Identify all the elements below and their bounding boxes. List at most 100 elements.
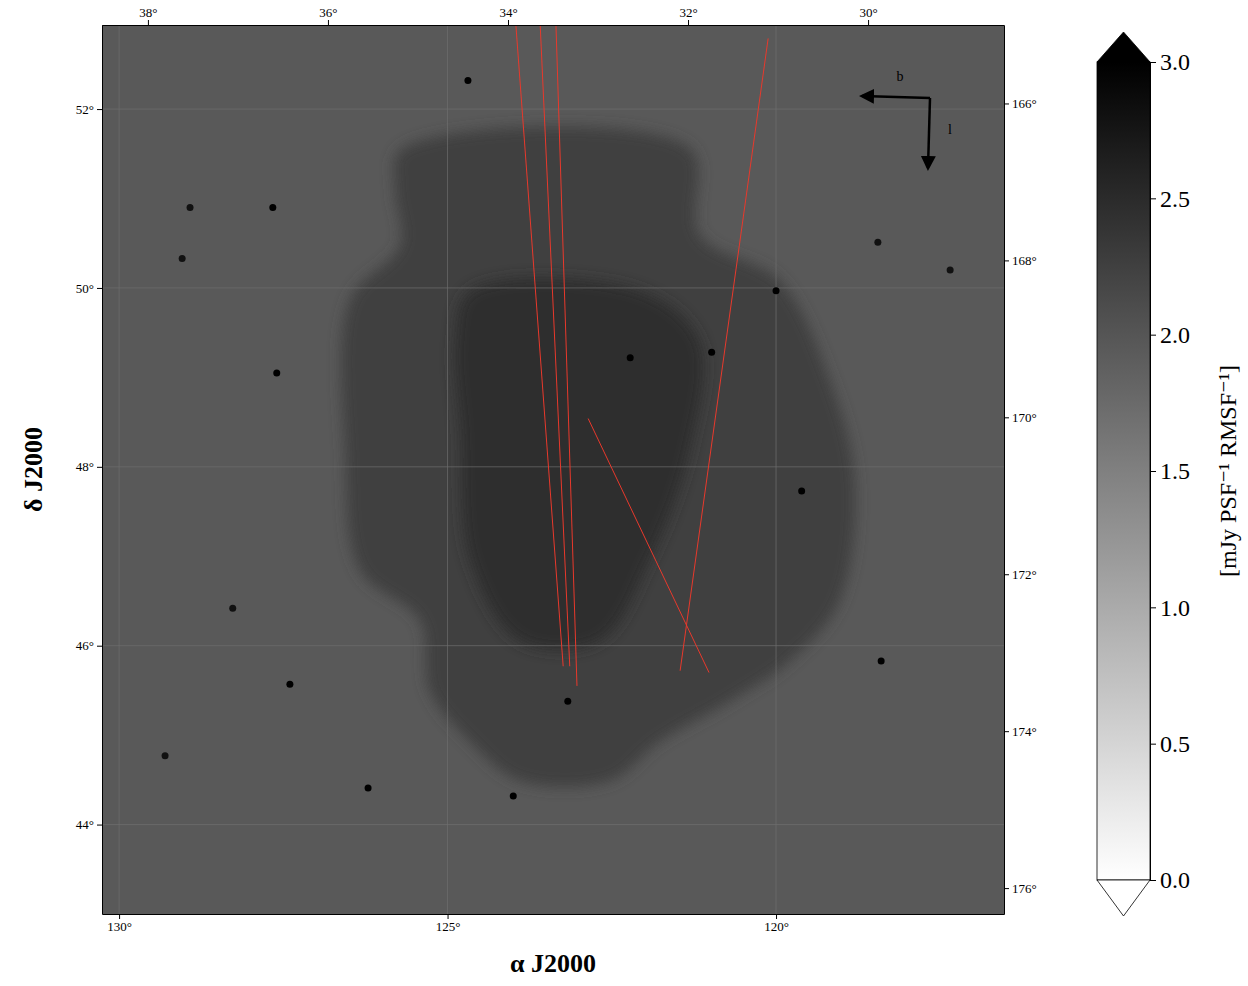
- tick: 0.0: [1150, 867, 1190, 893]
- y-axis-title: δ J2000: [19, 427, 48, 512]
- tick-mark: [1150, 880, 1156, 881]
- grid-line: [776, 25, 777, 914]
- tick: 3.0: [1150, 49, 1190, 75]
- tick-mark: [1004, 888, 1009, 889]
- tick: 52°: [76, 102, 102, 117]
- tick-mark: [1150, 335, 1156, 336]
- tick-mark: [868, 20, 869, 25]
- tick-mark: [1150, 198, 1156, 199]
- tick-label: 2.0: [1160, 322, 1190, 348]
- tick: 130°: [107, 914, 132, 934]
- tick-mark: [97, 825, 102, 826]
- x-axis: 130° 125° 120°: [103, 914, 1005, 934]
- y2-axis: 166° 168° 170° 172° 174° 176°: [1004, 26, 1037, 915]
- point-source: [510, 792, 517, 799]
- axis-line: [102, 26, 103, 915]
- tick-mark: [97, 109, 102, 110]
- colorbar-title: [mJy PSF⁻¹ RMSF⁻¹]: [1215, 365, 1241, 577]
- point-source: [947, 267, 954, 274]
- tick: 44°: [76, 817, 102, 832]
- image-background: [102, 25, 1004, 914]
- point-source: [269, 204, 276, 211]
- tick: 120°: [764, 914, 789, 934]
- plot-area: [102, 25, 1004, 914]
- point-source: [464, 77, 471, 84]
- tick-label: 46°: [76, 638, 94, 653]
- tick-label: 32°: [679, 5, 697, 20]
- point-source: [627, 354, 634, 361]
- tick-mark: [1004, 574, 1009, 575]
- tick-mark: [1004, 103, 1009, 104]
- point-source: [564, 698, 571, 705]
- tick-label: 166°: [1012, 96, 1037, 111]
- tick-mark: [1150, 607, 1156, 608]
- compass-label: b: [897, 69, 904, 84]
- compass-label: l: [948, 122, 952, 137]
- grid-line: [102, 466, 1004, 467]
- tick-label: 125°: [436, 919, 461, 934]
- axis-line: [103, 25, 1005, 26]
- point-source: [273, 369, 280, 376]
- tick: 166°: [1004, 96, 1037, 111]
- grid-line: [102, 645, 1004, 646]
- tick-label: 0.0: [1160, 867, 1190, 893]
- tick: 168°: [1004, 253, 1037, 268]
- compass-arrow: [928, 98, 930, 168]
- tick-label: 36°: [319, 5, 337, 20]
- tick-mark: [97, 646, 102, 647]
- tick-label: 38°: [139, 5, 157, 20]
- tick-label: 34°: [499, 5, 517, 20]
- tick-label: 30°: [859, 5, 877, 20]
- tick-mark: [1004, 260, 1009, 261]
- tick-label: 0.5: [1160, 731, 1190, 757]
- tick: 176°: [1004, 881, 1037, 896]
- x-axis-title: α J2000: [510, 949, 596, 978]
- tick-mark: [97, 288, 102, 289]
- tick: 32°: [679, 5, 697, 25]
- tick-label: 3.0: [1160, 49, 1190, 75]
- colorbar-extend: [1097, 880, 1150, 916]
- tick-label: 50°: [76, 281, 94, 296]
- tick: 174°: [1004, 724, 1037, 739]
- tick-mark: [688, 20, 689, 25]
- grid-line: [102, 287, 1004, 288]
- tick-label: 2.5: [1160, 186, 1190, 212]
- tick-mark: [1150, 471, 1156, 472]
- point-source: [187, 204, 194, 211]
- tick: 48°: [76, 459, 102, 474]
- colorbar-extend: [1097, 32, 1150, 62]
- tick-mark: [1150, 62, 1156, 63]
- point-source: [229, 605, 236, 612]
- tick: 50°: [76, 281, 102, 296]
- tick-mark: [508, 20, 509, 25]
- tick-label: 168°: [1012, 253, 1037, 268]
- tick-label: 172°: [1012, 567, 1037, 582]
- tick-label: 1.5: [1160, 458, 1190, 484]
- tick: 2.5: [1150, 186, 1190, 212]
- tick: 1.0: [1150, 595, 1190, 621]
- tick-mark: [328, 20, 329, 25]
- grid-line: [102, 109, 1004, 110]
- emission-region: [341, 127, 856, 787]
- filament-line: [680, 38, 768, 670]
- compass-arrow: [862, 96, 930, 98]
- grid: [102, 25, 1004, 914]
- point-source: [878, 657, 885, 664]
- colorbar-gradient: [1097, 62, 1150, 880]
- tick-label: 174°: [1012, 724, 1037, 739]
- filament-line: [540, 25, 570, 666]
- tick: 170°: [1004, 410, 1037, 425]
- y-axis: 44° 46° 48° 50° 52°: [76, 26, 103, 915]
- colorbar: [1097, 32, 1150, 916]
- tick-label: 170°: [1012, 410, 1037, 425]
- tick: 1.5: [1150, 458, 1190, 484]
- point-source: [874, 239, 881, 246]
- tick-mark: [148, 20, 149, 25]
- tick: 2.0: [1150, 322, 1190, 348]
- tick: 38°: [139, 5, 157, 25]
- tick: 0.5: [1150, 731, 1190, 757]
- filament-line: [588, 419, 709, 673]
- point-source: [162, 752, 169, 759]
- tick-mark: [1004, 417, 1009, 418]
- grid-line: [447, 25, 448, 914]
